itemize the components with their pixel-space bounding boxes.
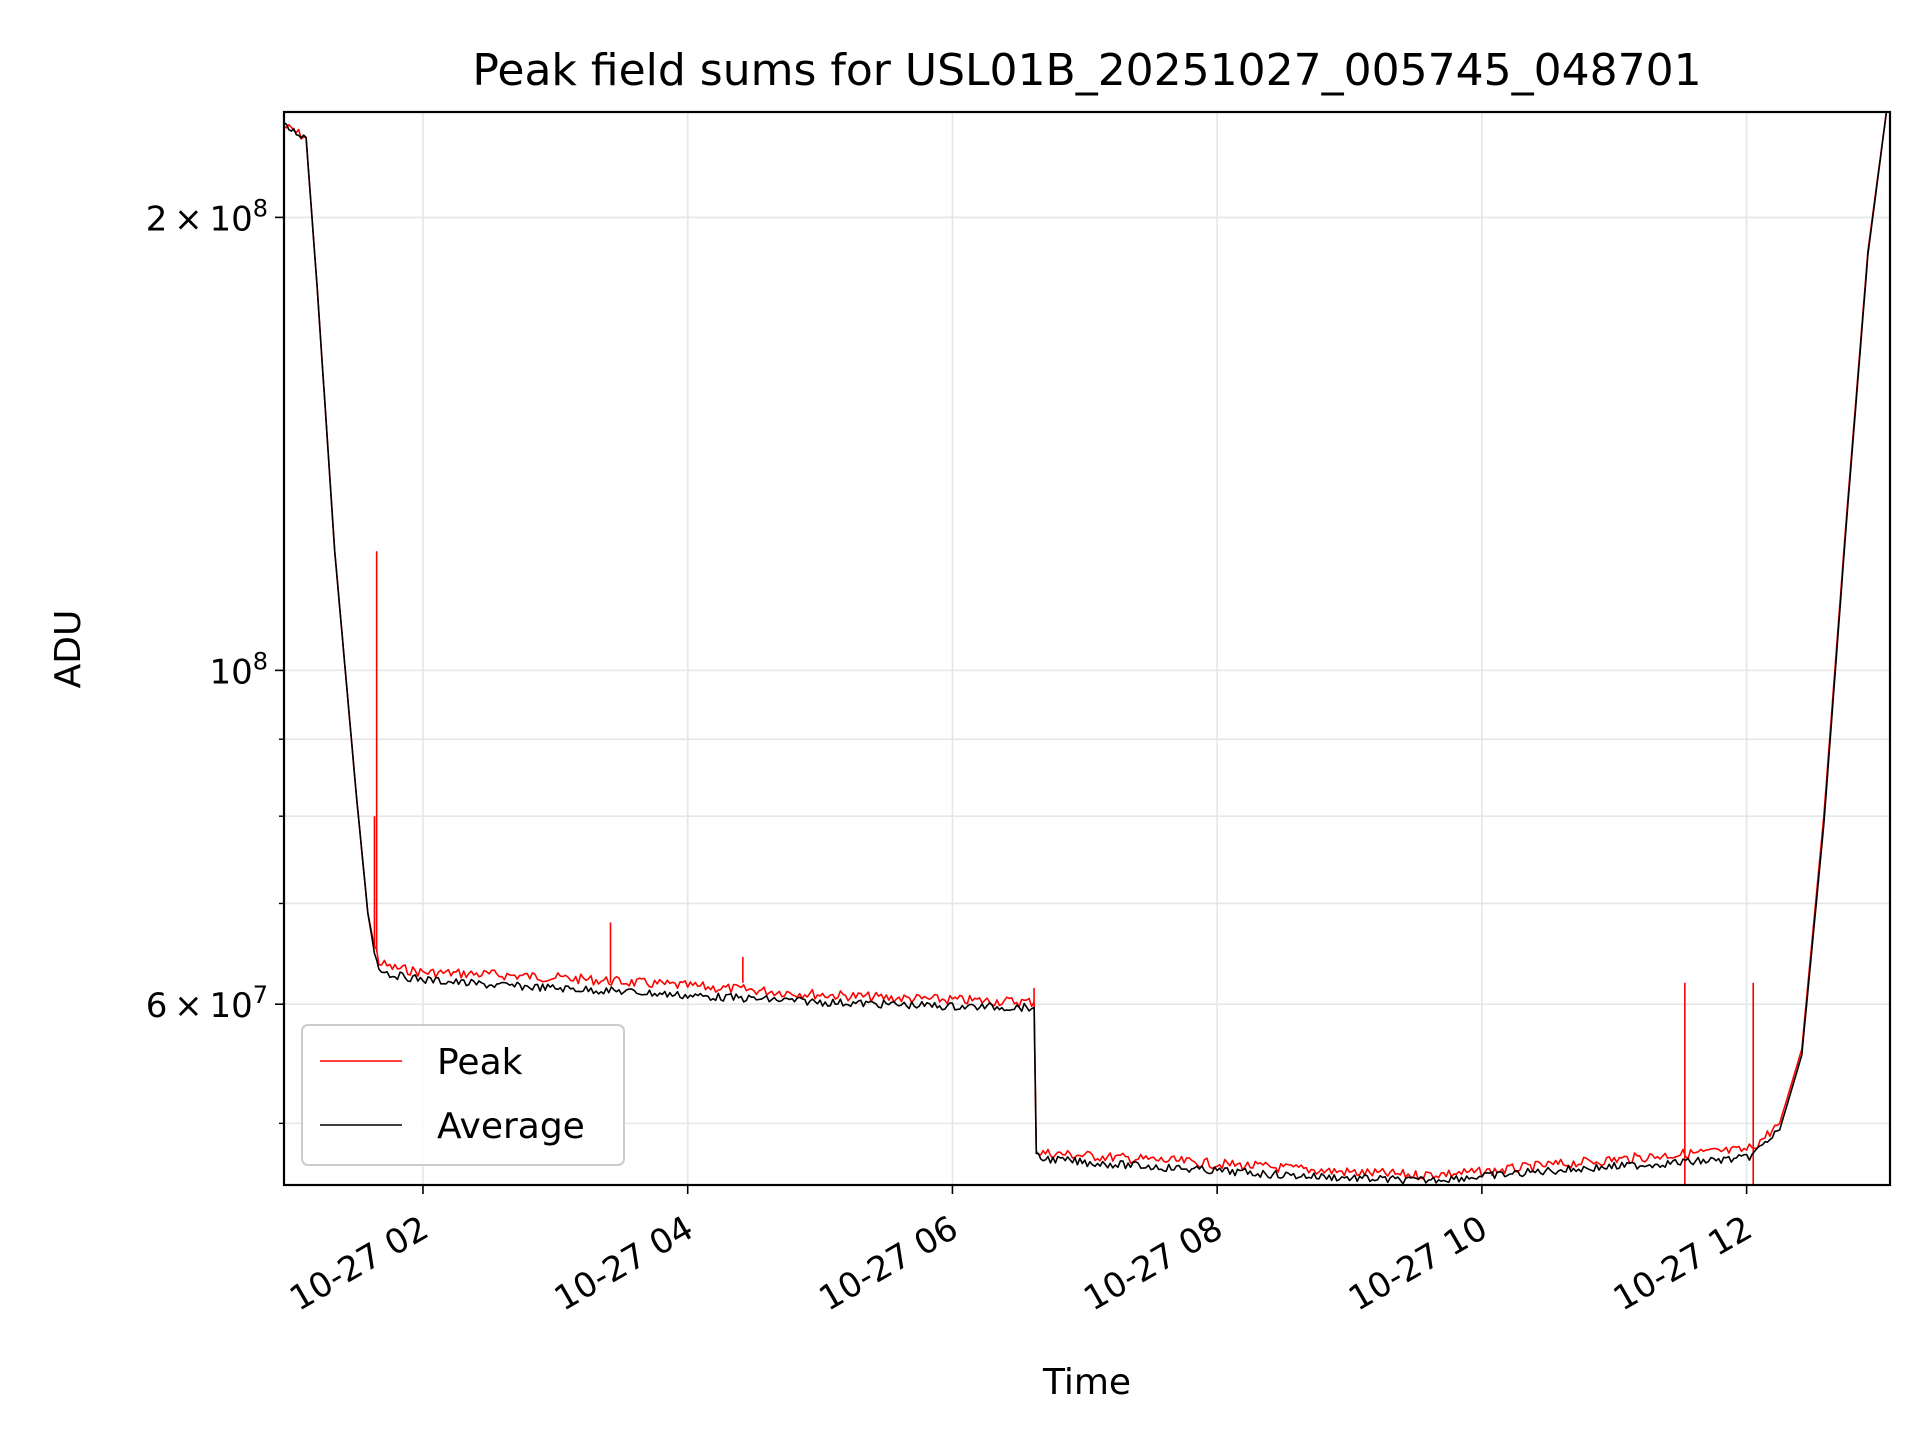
series-layer xyxy=(284,112,1888,1185)
series-line-peak xyxy=(284,112,1888,1181)
legend: Peak Average xyxy=(301,1024,625,1166)
series-line-average xyxy=(284,112,1888,1185)
y-axis-label: ADU xyxy=(48,610,89,689)
x-axis-label: Time xyxy=(1042,1362,1131,1403)
legend-peak-label: Peak xyxy=(437,1042,523,1083)
plot-frame xyxy=(282,110,1892,1187)
y-tick-label: 108 xyxy=(209,647,268,692)
legend-box xyxy=(301,1024,625,1166)
legend-average-label: Average xyxy=(437,1106,585,1147)
y-tick-label: 6 × 107 xyxy=(146,981,268,1026)
y-ticks: 6 × 107 108 2 × 108 xyxy=(146,194,284,1125)
grid xyxy=(284,112,1890,1185)
chart-title: Peak field sums for USL01B_20251027_0057… xyxy=(472,45,1701,96)
y-tick-label: 2 × 108 xyxy=(146,194,268,239)
